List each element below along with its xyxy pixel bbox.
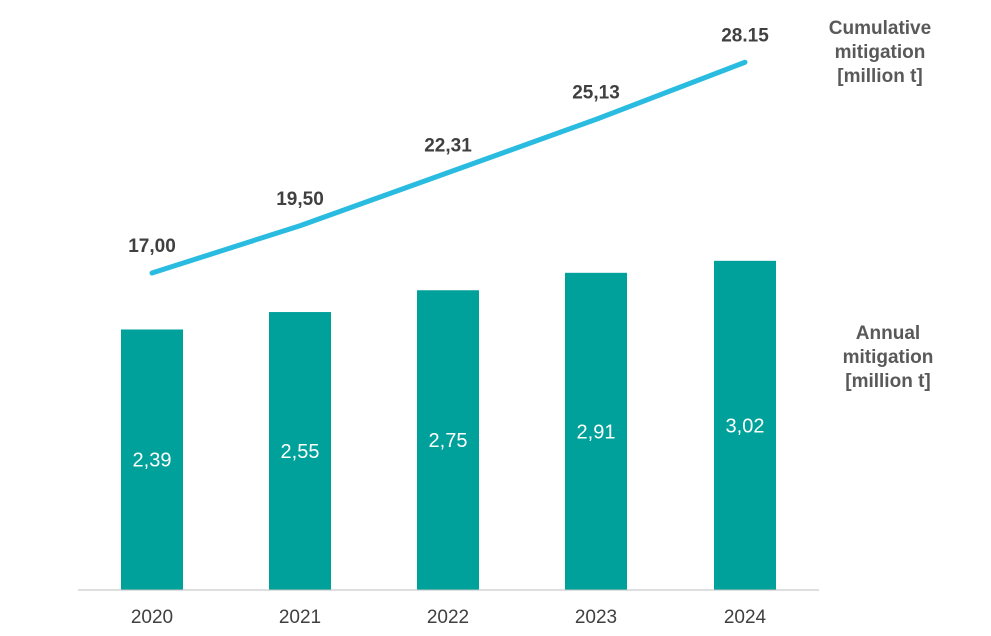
legend-cumulative-line-2: mitigation <box>834 42 926 63</box>
bar-2022 <box>417 290 479 590</box>
bar-2023 <box>565 272 627 590</box>
annual-bar-labels: 2,39 2,55 2,75 2,91 3,02 <box>133 415 765 471</box>
bar-label-2020: 2,39 <box>133 450 172 472</box>
annual-bars <box>121 260 776 590</box>
cumulative-label-2023: 25,13 <box>572 82 620 103</box>
bar-label-2023: 2,91 <box>577 421 616 443</box>
x-axis-tick-labels: 2020 2021 2022 2023 2024 <box>131 607 767 628</box>
legend-annual-line-1: Annual <box>855 323 921 344</box>
bar-2020 <box>121 329 183 590</box>
bar-label-2024: 3,02 <box>726 415 765 437</box>
x-tick-label-2024: 2024 <box>724 607 767 628</box>
x-tick-label-2023: 2023 <box>575 607 617 628</box>
cumulative-label-2024: 28.15 <box>721 25 769 46</box>
bar-label-2021: 2,55 <box>281 441 320 463</box>
legend-annual-line-2: mitigation <box>842 347 934 368</box>
bar-label-2022: 2,75 <box>429 430 468 452</box>
x-tick-label-2021: 2021 <box>279 607 321 628</box>
legend-cumulative-line-1: Cumulative <box>828 18 932 39</box>
cumulative-label-2021: 19,50 <box>276 189 324 210</box>
bar-2024 <box>714 260 776 590</box>
x-tick-label-2020: 2020 <box>131 607 173 628</box>
legend-cumulative: Cumulative mitigation [million t] <box>810 17 950 89</box>
legend-annual-line-3: [million t] <box>845 371 931 392</box>
cumulative-line-layer <box>149 59 748 276</box>
legend-annual: Annual mitigation [million t] <box>823 322 953 394</box>
cumulative-label-2022: 22,31 <box>424 136 472 157</box>
legend-cumulative-line-3: [million t] <box>837 66 923 87</box>
cumulative-line <box>149 59 748 276</box>
x-tick-label-2022: 2022 <box>427 607 469 628</box>
cumulative-label-2020: 17,00 <box>128 236 176 257</box>
bar-2021 <box>269 312 331 590</box>
cumulative-line-labels: 17,00 19,50 22,31 25,13 28.15 <box>128 25 769 257</box>
